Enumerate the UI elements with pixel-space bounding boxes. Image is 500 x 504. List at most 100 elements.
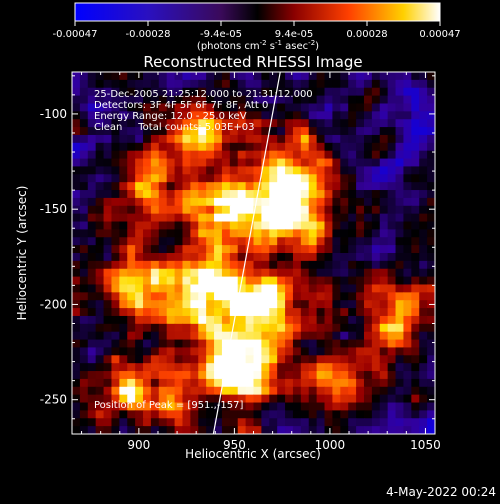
- heatmap-cell: [166, 284, 176, 293]
- heatmap-cell: [395, 213, 405, 223]
- heatmap-cell: [72, 331, 81, 341]
- heatmap-cell: [340, 245, 349, 254]
- heatmap-cell: [356, 268, 365, 278]
- heatmap-cell: [95, 221, 105, 230]
- heatmap-cell: [158, 410, 168, 419]
- heatmap-cell: [87, 284, 97, 293]
- heatmap-cell: [332, 410, 341, 419]
- heatmap-cell: [387, 402, 397, 411]
- heatmap-cell: [206, 134, 215, 144]
- heatmap-cell: [190, 103, 199, 112]
- heatmap-cell: [150, 72, 160, 81]
- heatmap-cell: [292, 402, 302, 411]
- heatmap-cell: [87, 331, 97, 341]
- heatmap-cell: [292, 221, 302, 230]
- heatmap-cell: [261, 237, 270, 246]
- heatmap-cell: [371, 347, 381, 356]
- heatmap-cell: [308, 158, 318, 168]
- heatmap-cell: [277, 205, 286, 215]
- heatmap-cell: [348, 103, 357, 112]
- heatmap-cell: [127, 158, 136, 168]
- heatmap-cell: [221, 426, 231, 434]
- heatmap-cell: [253, 158, 262, 168]
- heatmap-cell: [206, 402, 215, 411]
- heatmap-cell: [79, 158, 89, 168]
- heatmap-cell: [119, 300, 128, 309]
- heatmap-cell: [214, 213, 223, 223]
- heatmap-cell: [379, 323, 389, 333]
- heatmap-cell: [190, 339, 199, 349]
- heatmap-cell: [340, 150, 349, 160]
- heatmap-cell: [379, 72, 389, 81]
- heatmap-cell: [127, 308, 136, 317]
- heatmap-cell: [229, 190, 239, 199]
- heatmap-cell: [143, 355, 152, 364]
- heatmap-cell: [285, 418, 294, 427]
- heatmap-cell: [221, 237, 231, 246]
- heatmap-cell: [363, 158, 373, 168]
- heatmap-cell: [72, 371, 81, 380]
- heatmap-cell: [419, 190, 428, 199]
- heatmap-cell: [308, 347, 318, 356]
- heatmap-cell: [285, 386, 294, 396]
- heatmap-cell: [419, 237, 428, 246]
- heatmap-cell: [316, 300, 326, 309]
- heatmap-cell: [119, 119, 128, 128]
- colorbar-tick-label: -0.00047: [53, 29, 98, 40]
- heatmap-cell: [356, 87, 365, 97]
- heatmap-cell: [72, 119, 81, 128]
- colorbar-tick-label: -9.4e-05: [200, 29, 242, 40]
- heatmap-cell: [300, 245, 310, 254]
- heatmap-cell: [95, 142, 105, 152]
- heatmap-cell: [419, 72, 428, 81]
- heatmap-cell: [253, 213, 262, 223]
- heatmap-cell: [348, 213, 357, 223]
- heatmap-cell: [87, 260, 97, 270]
- heatmap-cell: [72, 72, 81, 81]
- heatmap-cell: [221, 284, 231, 293]
- heatmap-cell: [158, 150, 168, 160]
- heatmap-cell: [221, 418, 231, 427]
- heatmap-cell: [387, 323, 397, 333]
- heatmap-cell: [403, 300, 412, 309]
- heatmap-cell: [229, 221, 239, 230]
- heatmap-cell: [150, 197, 160, 207]
- heatmap-cell: [348, 410, 357, 419]
- heatmap-cell: [419, 134, 428, 144]
- heatmap-cell: [166, 402, 176, 411]
- heatmap-cell: [395, 292, 405, 301]
- heatmap-cell: [371, 292, 381, 301]
- heatmap-cell: [150, 363, 160, 372]
- heatmap-cell: [411, 190, 420, 199]
- heatmap-cell: [245, 221, 255, 230]
- heatmap-cell: [79, 205, 89, 215]
- heatmap-cell: [79, 197, 89, 207]
- heatmap-cell: [103, 205, 113, 215]
- heatmap-cell: [356, 142, 365, 152]
- heatmap-cell: [411, 323, 420, 333]
- heatmap-cell: [427, 229, 435, 238]
- heatmap-cell: [371, 197, 381, 207]
- heatmap-cell: [166, 323, 176, 333]
- heatmap-cell: [221, 308, 231, 317]
- heatmap-cell: [316, 284, 326, 293]
- heatmap-cell: [371, 142, 381, 152]
- heatmap-cell: [324, 87, 334, 97]
- heatmap-cell: [419, 111, 428, 120]
- heatmap-cell: [395, 245, 405, 254]
- heatmap-cell: [95, 315, 105, 325]
- heatmap-cell: [356, 72, 365, 81]
- heatmap-cell: [119, 339, 128, 349]
- heatmap-cell: [158, 245, 168, 254]
- heatmap-cell: [427, 410, 435, 419]
- heatmap-cell: [419, 323, 428, 333]
- heatmap-cell: [340, 253, 349, 262]
- heatmap-cell: [174, 284, 184, 293]
- heatmap-cell: [300, 363, 310, 372]
- heatmap-cell: [363, 260, 373, 270]
- heatmap-cell: [158, 237, 168, 246]
- heatmap-cell: [348, 355, 357, 364]
- heatmap-cell: [348, 276, 357, 286]
- heatmap-cell: [387, 166, 397, 175]
- heatmap-cell: [190, 386, 199, 396]
